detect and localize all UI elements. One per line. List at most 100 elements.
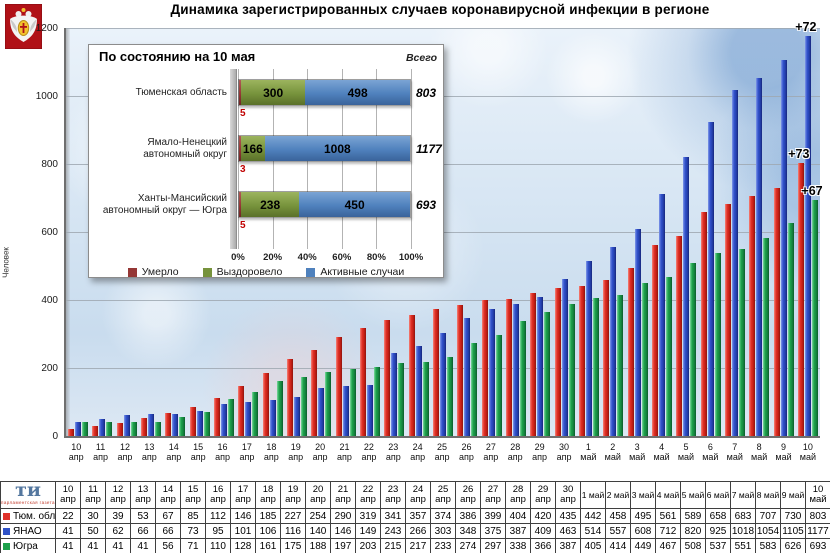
value-cell: 514 (580, 523, 606, 539)
y-tick-label: 400 (41, 295, 58, 306)
value-cell: 561 (655, 508, 681, 524)
value-cell: 197 (330, 538, 356, 553)
y-axis-ticks: 0 200 400 600 800 1000 1200 (30, 23, 62, 442)
value-cell: 925 (705, 523, 731, 539)
bar-янао (561, 278, 568, 436)
value-cell: 375 (480, 523, 506, 539)
bar-тюм-обл- (287, 358, 294, 436)
bar-янао (634, 229, 641, 436)
bar-series-container (66, 28, 820, 436)
inset-axis-tick: 0% (231, 252, 245, 263)
date-header-cell: 9 май (780, 481, 806, 509)
date-header-cell: 4 май (655, 481, 681, 509)
bar-group (699, 121, 723, 436)
y-tick-label: 600 (41, 227, 58, 238)
x-axis-label: 12 апр (117, 442, 133, 462)
table-row: ЯНАО 41 50 62 66 66 73 95 101 106 116 140 146 149 243 2… (0, 523, 830, 539)
bar-group (358, 327, 382, 436)
inset-axis-tick: 40% (297, 252, 317, 263)
value-cell: 341 (380, 508, 406, 524)
value-cell: 116 (280, 523, 306, 539)
bar-тюм-обл- (554, 288, 561, 436)
bar-югра (155, 422, 162, 436)
bar-югра (714, 253, 721, 436)
value-cell: 387 (555, 538, 581, 553)
bar-югра (82, 422, 89, 436)
bar-тюм-обл- (506, 298, 513, 436)
bar-югра (179, 416, 186, 436)
value-cell: 188 (305, 538, 331, 553)
inset-axis-tick: 80% (366, 252, 386, 263)
bar-янао (367, 385, 374, 436)
inset-axis-wall (230, 69, 237, 249)
inset-region-label: Ямало-Ненецкий автономный округ (143, 136, 227, 160)
value-cell: 106 (255, 523, 281, 539)
bar-тюм-обл- (652, 245, 659, 436)
x-axis-label: 17 апр (239, 442, 255, 462)
bar-group (601, 246, 625, 436)
inset-stacked-bar: 166 1008 (238, 135, 411, 162)
value-cell: 683 (730, 508, 756, 524)
bar-тюм-обл- (68, 428, 75, 436)
value-cell: 495 (630, 508, 656, 524)
bar-тюм-обл- (433, 308, 440, 436)
value-cell: 366 (530, 538, 556, 553)
date-header-cell: 10 апр (55, 481, 81, 509)
bar-югра (787, 223, 794, 436)
series-swatch-icon (3, 512, 10, 520)
value-cell: 405 (580, 538, 606, 553)
value-cell: 658 (705, 508, 731, 524)
value-cell: 707 (755, 508, 781, 524)
x-axis-label: 7 май (726, 442, 743, 462)
date-header-cell: 21 апр (330, 481, 356, 509)
x-axis-label: 26 апр (459, 442, 474, 462)
bar-group (796, 35, 820, 436)
segment-died (239, 192, 241, 217)
bar-тюм-обл- (627, 267, 634, 436)
value-cell: 66 (130, 523, 156, 539)
x-axis-label: 22 апр (361, 442, 377, 462)
y-axis-title: Человек (1, 247, 11, 278)
value-cell: 297 (480, 538, 506, 553)
bar-янао (610, 246, 617, 436)
bar-янао (513, 304, 520, 436)
date-header-cell: 2 май (605, 481, 631, 509)
legend-swatch-icon (127, 267, 137, 277)
bar-югра (763, 237, 770, 436)
value-cell: 41 (55, 538, 81, 553)
inset-total-value: 1177 (416, 142, 442, 156)
value-cell: 243 (380, 523, 406, 539)
legend-label: Умерло (141, 266, 179, 278)
value-cell: 1177 (805, 523, 830, 539)
value-cell: 303 (430, 523, 456, 539)
bar-югра (641, 283, 648, 436)
row-label: Югра (0, 538, 56, 553)
bar-янао (586, 261, 593, 436)
value-cell: 56 (155, 538, 181, 553)
bar-югра (471, 342, 478, 436)
value-cell: 467 (655, 538, 681, 553)
value-cell: 266 (405, 523, 431, 539)
value-cell: 112 (205, 508, 231, 524)
date-header-cell: 30 апр (555, 481, 581, 509)
bar-тюм-обл- (165, 413, 172, 436)
value-cell: 435 (555, 508, 581, 524)
bar-янао (780, 60, 787, 436)
newspaper-logo-caption: парламентская газета (1, 500, 55, 505)
bar-тюм-обл- (408, 314, 415, 436)
date-header-cell: 11 апр (80, 481, 106, 509)
x-axis-label: 28 апр (507, 442, 523, 462)
page-title: Динамика зарегистрированных случаев коро… (170, 2, 710, 17)
daily-increase-annotation: +67 (801, 184, 823, 199)
bar-тюм-обл- (311, 349, 318, 436)
value-cell: 387 (505, 523, 531, 539)
x-axis-label: 10 апр (68, 442, 84, 462)
bar-тюм-обл- (189, 407, 196, 436)
value-cell: 557 (605, 523, 631, 539)
bar-тюм-обл- (749, 195, 756, 436)
bar-янао (172, 413, 179, 436)
date-header-cell: 17 апр (230, 481, 256, 509)
x-axis-labels: 10 апр 11 апр 12 апр 13 апр 14 апр 15 апр 16 апр 17 апр… (64, 442, 820, 462)
value-cell: 290 (330, 508, 356, 524)
value-cell: 41 (105, 538, 131, 553)
